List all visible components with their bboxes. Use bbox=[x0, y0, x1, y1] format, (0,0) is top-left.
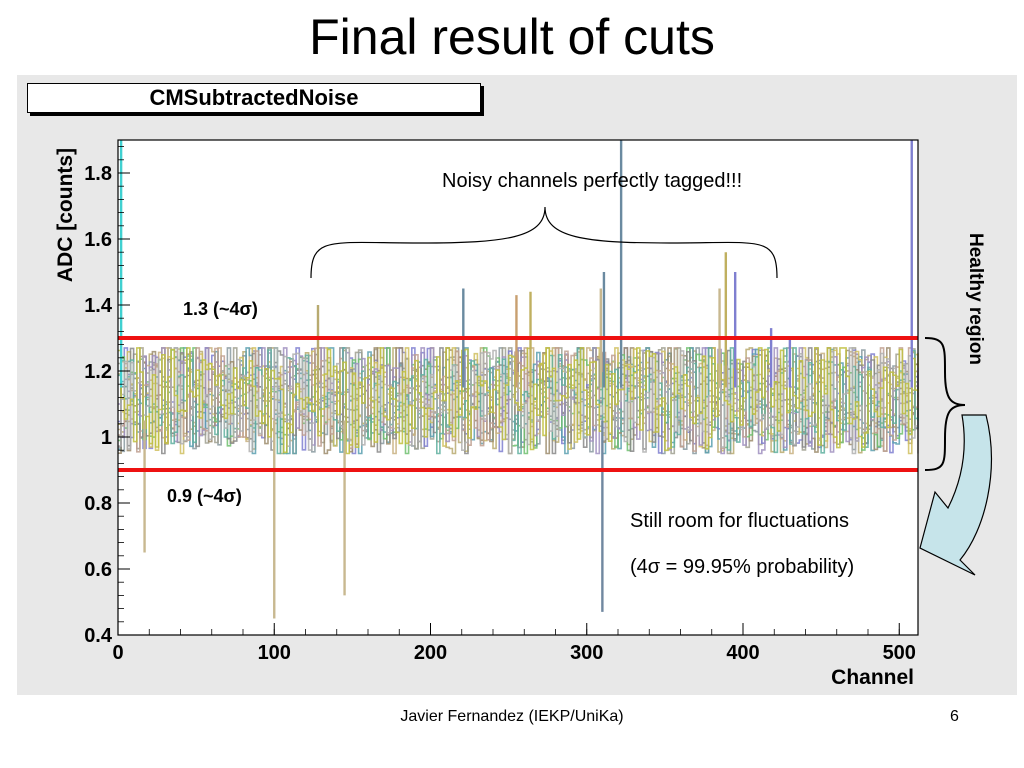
spike-group bbox=[119, 140, 913, 619]
y-axis-title: ADC [counts] bbox=[54, 148, 77, 282]
x-tick-label: 100 bbox=[258, 642, 291, 664]
plot-frame bbox=[117, 139, 919, 636]
x-tick-label: 400 bbox=[726, 642, 759, 664]
x-tick-label: 300 bbox=[570, 642, 603, 664]
footer-author: Javier Fernandez (IEKP/UniKa) bbox=[400, 708, 624, 725]
noisy-annotation: Noisy channels perfectly tagged!!! bbox=[442, 170, 743, 192]
y-tick-label: 0.4 bbox=[84, 625, 113, 647]
page-number: 6 bbox=[950, 708, 959, 725]
x-tick-labels: 0 100 200 300 400 500 bbox=[112, 642, 916, 664]
noise-trace bbox=[118, 347, 919, 455]
healthy-region-label: Healthy region bbox=[960, 210, 986, 390]
x-tick-label: 200 bbox=[414, 642, 447, 664]
fluctuation-note: Still room for fluctuations bbox=[630, 510, 849, 532]
plot-title: CMSubtractedNoise bbox=[27, 83, 481, 113]
y-tick-label: 0.6 bbox=[84, 559, 112, 581]
y-tick-label: 1.4 bbox=[84, 295, 113, 317]
noisy-brace bbox=[310, 206, 778, 279]
upper-cut-label: 1.3 (~4σ) bbox=[183, 299, 258, 319]
slide-title: Final result of cuts bbox=[309, 9, 715, 65]
x-tick-label: 500 bbox=[883, 642, 916, 664]
y-tick-labels: 0.4 0.6 0.8 1 1.2 1.4 1.6 1.8 bbox=[84, 163, 113, 647]
y-tick-label: 1.6 bbox=[84, 229, 112, 251]
y-tick-label: 1.2 bbox=[84, 361, 112, 383]
y-tick-label: 0.8 bbox=[84, 493, 112, 515]
y-tick-label: 1.8 bbox=[84, 163, 112, 185]
axes bbox=[117, 139, 919, 636]
healthy-region-text: Healthy region bbox=[965, 233, 986, 365]
x-axis-title: Channel bbox=[831, 666, 914, 689]
fluctuation-arrow bbox=[919, 414, 992, 576]
y-tick-label: 1 bbox=[101, 427, 112, 449]
lower-cut-label: 0.9 (~4σ) bbox=[167, 486, 242, 506]
noise-traces bbox=[118, 347, 919, 455]
cut-lines bbox=[118, 336, 918, 472]
noise-trace bbox=[118, 347, 919, 455]
healthy-brace bbox=[924, 337, 966, 471]
x-tick-label: 0 bbox=[112, 642, 123, 664]
probability-note: (4σ = 99.95% probability) bbox=[630, 556, 855, 578]
